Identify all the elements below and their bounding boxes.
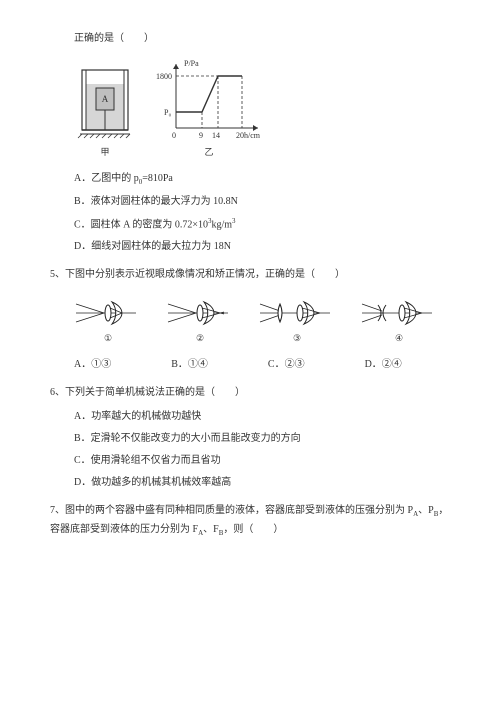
- q4-stem-tail: 正确的是（ ）: [50, 30, 450, 48]
- q4-figure-left: A 甲: [74, 64, 136, 160]
- q5-stem-text: 下图中分别表示近视眼成像情况和矫正情况，正确的是（ ）: [65, 269, 345, 280]
- q4-figure-row: A 甲 P/Pa h/cm: [74, 58, 450, 160]
- eye-label-1: ①: [74, 330, 142, 346]
- q7-tail: ，则（ ）: [223, 524, 283, 535]
- q5-opt-b: B．①④: [171, 356, 208, 374]
- q5-stem: 5、下图中分别表示近视眼成像情况和矫正情况，正确的是（ ）: [50, 266, 450, 284]
- q4-caption-left: 甲: [74, 144, 136, 160]
- q5-opt-d: D．②④: [365, 356, 402, 374]
- y-axis-label: P/Pa: [184, 59, 199, 68]
- y-p0: P₀: [164, 108, 171, 117]
- q4-c-unit: kg/m: [211, 219, 232, 230]
- x-axis-label: h/cm: [244, 131, 261, 140]
- q4-figure-right: P/Pa h/cm 1800 P₀ 0 9 14 20 乙: [154, 58, 264, 160]
- q5-options: A．①③ B．①④ C．②③ D．②④: [50, 356, 450, 374]
- eye-3: ③: [258, 298, 336, 346]
- q6-option-b: B．定滑轮不仅能改变力的大小而且能改变力的方向: [50, 430, 450, 448]
- q5-number: 5、: [50, 269, 65, 280]
- q7-stem: 7、图中的两个容器中盛有同种相同质量的液体，容器底部受到液体的压强分别为 PA、…: [50, 502, 450, 539]
- q4-option-b: B．液体对圆柱体的最大浮力为 10.8N: [50, 193, 450, 211]
- q4-c-unit-sup: 3: [232, 217, 236, 225]
- q5-opt-c: C．②③: [268, 356, 305, 374]
- q4-a-post: =810Pa: [142, 173, 173, 184]
- q4-a-pre: A．乙图中的 p: [74, 173, 139, 184]
- q4-option-c: C．圆柱体 A 的密度为 0.72×103kg/m3: [50, 215, 450, 234]
- eye-label-4: ④: [360, 330, 438, 346]
- q6-stem-text: 下列关于简单机械说法正确的是（ ）: [65, 387, 245, 398]
- q4-caption-right: 乙: [154, 144, 264, 160]
- x-14: 14: [212, 131, 220, 140]
- pressure-graph: P/Pa h/cm 1800 P₀ 0 9 14 20: [154, 58, 264, 142]
- q4-option-a: A．乙图中的 p0=810Pa: [50, 170, 450, 189]
- q4-option-d: D．细线对圆柱体的最大拉力为 18N: [50, 238, 450, 256]
- block-label: A: [102, 94, 109, 104]
- eye-label-3: ③: [258, 330, 336, 346]
- q6-number: 6、: [50, 387, 65, 398]
- x-0: 0: [172, 131, 176, 140]
- x-20: 20: [236, 131, 244, 140]
- q6-option-a: A．功率越大的机械做功越快: [50, 408, 450, 426]
- container-diagram: A: [74, 64, 136, 142]
- eye-2: ②: [166, 298, 234, 346]
- q7-number: 7、: [50, 505, 65, 516]
- x-9: 9: [199, 131, 203, 140]
- q7-mid3: 、F: [203, 524, 219, 535]
- y-tick-1800: 1800: [156, 72, 172, 81]
- q6-option-c: C．使用滑轮组不仅省力而且省功: [50, 452, 450, 470]
- eye-label-2: ②: [166, 330, 234, 346]
- q4-c-pre: C．圆柱体 A 的密度为 0.72×10: [74, 219, 208, 230]
- q7-pre: 图中的两个容器中盛有同种相同质量的液体，容器底部受到液体的压强分别为 P: [65, 505, 413, 516]
- q6-stem: 6、下列关于简单机械说法正确的是（ ）: [50, 384, 450, 402]
- q6-option-d: D．做功越多的机械其机械效率越高: [50, 474, 450, 492]
- eye-1: ①: [74, 298, 142, 346]
- eye-4: ④: [360, 298, 438, 346]
- q7-mid1: 、P: [418, 505, 434, 516]
- q5-eye-diagrams: ① ② ③: [74, 298, 450, 346]
- q5-opt-a: A．①③: [74, 356, 111, 374]
